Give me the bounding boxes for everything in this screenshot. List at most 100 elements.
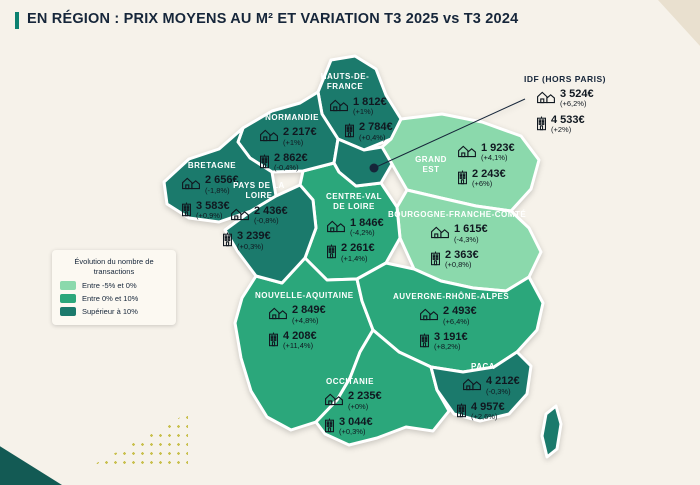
region-name-label: NORMANDIE bbox=[265, 113, 319, 122]
apartment-variation: (+0,9%) bbox=[196, 211, 223, 221]
apartment-price-row: 4 208€ (+11,4%) bbox=[268, 330, 354, 351]
map-region-corse bbox=[540, 404, 563, 459]
apartment-variation: (+2,6%) bbox=[471, 412, 498, 422]
house-price: 2 217€ bbox=[283, 126, 317, 139]
houses-icon bbox=[324, 392, 344, 406]
house-variation: (+1%) bbox=[283, 137, 304, 147]
houses-icon bbox=[462, 377, 482, 391]
house-price: 2 436€ bbox=[254, 204, 288, 217]
page-title: EN RÉGION : PRIX MOYENS AU M² ET VARIATI… bbox=[27, 11, 519, 27]
legend-label: Supérieur à 10% bbox=[82, 307, 138, 317]
house-price-row: 2 235€ (+0%) bbox=[324, 390, 382, 411]
region-hauts-de-france: HAUTS-DE-FRANCE 1 812€ (+1%) 2 784€ (+0,4%… bbox=[303, 72, 393, 142]
apartment-icon bbox=[222, 232, 233, 247]
apartment-variation: (+1,4%) bbox=[341, 253, 368, 263]
house-variation: (-1,8%) bbox=[205, 185, 230, 195]
house-variation: (+4,8%) bbox=[292, 315, 319, 325]
houses-icon bbox=[419, 307, 439, 321]
apartment-price: 2 363€ bbox=[445, 249, 479, 262]
region-nouvelle-aquitaine: NOUVELLE-AQUITAINE 2 849€ (+4,8%) 4 208€(… bbox=[255, 291, 354, 351]
apartment-price-row: 3 583€ (+0,9%) bbox=[181, 200, 246, 221]
apartment-price-row: 2 243€ (+6%) bbox=[457, 168, 515, 189]
apartment-variation: (+0,4%) bbox=[359, 132, 386, 142]
apartment-variation: (+0,3%) bbox=[237, 241, 264, 251]
legend-item-negative: Entre -5% et 0% bbox=[60, 281, 168, 291]
region-pays-de-la-loire: PAYS DE LA LOIRE 2 436€ (-0,8%) 3 239€ (+0… bbox=[223, 181, 288, 251]
house-variation: (+6,2%) bbox=[560, 99, 587, 109]
legend-label: Entre 0% et 10% bbox=[82, 294, 139, 304]
apartment-variation: (+0,8%) bbox=[445, 260, 472, 270]
apartment-variation: (+2%) bbox=[551, 125, 572, 135]
apartment-icon bbox=[259, 154, 270, 169]
apartment-variation: (-0,4%) bbox=[274, 163, 299, 173]
legend-swatch-dark-teal bbox=[60, 307, 76, 317]
apartment-icon bbox=[457, 169, 468, 185]
house-price: 1 615€ bbox=[454, 223, 488, 236]
house-variation: (-4,3%) bbox=[454, 234, 479, 244]
apartment-icon bbox=[324, 418, 335, 433]
house-price: 2 656€ bbox=[205, 174, 239, 187]
apartment-variation: (+11,4%) bbox=[283, 341, 314, 351]
houses-icon bbox=[259, 128, 279, 142]
legend-item-moderate: Entre 0% et 10% bbox=[60, 294, 168, 304]
house-price: 1 923€ bbox=[481, 142, 515, 154]
apartment-price-row: 3 239€ (+0,3%) bbox=[222, 230, 288, 251]
apartment-price: 2 862€ bbox=[274, 152, 308, 165]
apartment-price: 3 239€ bbox=[237, 230, 271, 243]
apartment-price: 4 208€ bbox=[283, 330, 317, 343]
apartment-icon bbox=[326, 244, 337, 259]
region-name-label: PAYS DE LA LOIRE bbox=[233, 181, 285, 201]
region-centre-val-de-loire: CENTRE-VAL DE LOIRE 1 846€ (-4,2%) 2 261€… bbox=[322, 192, 386, 263]
idf-pointer-dot bbox=[369, 163, 379, 173]
houses-icon bbox=[457, 144, 477, 158]
apartment-price: 2 243€ bbox=[472, 167, 506, 180]
apartment-variation: (+8,2%) bbox=[434, 342, 461, 352]
apartment-variation: (+6%) bbox=[472, 179, 493, 189]
idf-pointer-line bbox=[373, 98, 526, 169]
houses-icon bbox=[181, 176, 201, 190]
region-grand-est: GRAND EST 1 923€ (+4,1%) 2 243€ (+6%) bbox=[410, 142, 515, 188]
house-variation: (-0,8%) bbox=[254, 216, 279, 226]
houses-icon bbox=[430, 225, 450, 239]
region-name-label: BOURGOGNE-FRANCHE-COMTÉ bbox=[388, 210, 527, 219]
house-variation: (+6,4%) bbox=[443, 316, 470, 326]
title-accent-bar bbox=[15, 12, 19, 29]
legend-swatch-mid-green bbox=[60, 294, 76, 304]
house-variation: (-0,3%) bbox=[486, 386, 511, 396]
region-bretagne: BRETAGNE 2 656€ (-1,8%) 3 583€ (+0,9%) bbox=[178, 161, 246, 221]
legend-title: Évolution du nombre de transactions bbox=[74, 257, 154, 277]
apartment-price-row: 4 957€ (+2,6%) bbox=[456, 401, 520, 422]
house-variation: (+4,1%) bbox=[481, 153, 508, 163]
map-region-paca bbox=[429, 350, 533, 423]
house-price: 1 846€ bbox=[350, 216, 384, 229]
apartment-price: 4 533€ bbox=[551, 113, 585, 126]
houses-icon bbox=[329, 98, 349, 112]
house-variation: (+1%) bbox=[353, 107, 374, 117]
legend-item-high: Supérieur à 10% bbox=[60, 307, 168, 317]
apartment-price-row: 2 261€ (+1,4%) bbox=[326, 242, 386, 263]
apartment-icon bbox=[536, 115, 547, 131]
house-price-row: 1 812€ (+1%) bbox=[329, 96, 393, 117]
apartment-price: 4 957€ bbox=[471, 401, 505, 414]
map-region-pays-de-la-loire bbox=[223, 183, 318, 285]
apartment-price: 3 583€ bbox=[196, 200, 230, 213]
house-price: 3 524€ bbox=[560, 88, 594, 101]
houses-icon bbox=[326, 219, 346, 233]
houses-icon bbox=[268, 306, 288, 320]
house-variation: (-4,2%) bbox=[350, 228, 375, 238]
apartment-price: 2 784€ bbox=[359, 121, 393, 134]
region-name-label: CENTRE-VAL DE LOIRE bbox=[326, 192, 382, 212]
house-price-row: 2 217€ (+1%) bbox=[259, 126, 328, 147]
house-price: 2 235€ bbox=[348, 390, 382, 403]
house-price: 2 849€ bbox=[292, 304, 326, 317]
legend-box: Évolution du nombre de transactions Entr… bbox=[52, 250, 176, 326]
houses-icon bbox=[536, 90, 556, 104]
region-name-label: HAUTS-DE-FRANCE bbox=[320, 72, 370, 92]
apartment-price: 3 044€ bbox=[339, 416, 373, 429]
house-price-row: 3 524€ (+6,2%) bbox=[536, 88, 606, 109]
house-price-row: 1 846€ (-4,2%) bbox=[326, 217, 386, 238]
house-price-row: 1 615€ (-4,3%) bbox=[430, 223, 526, 244]
legend-label: Entre -5% et 0% bbox=[82, 281, 137, 291]
house-price: 4 212€ bbox=[486, 375, 520, 388]
